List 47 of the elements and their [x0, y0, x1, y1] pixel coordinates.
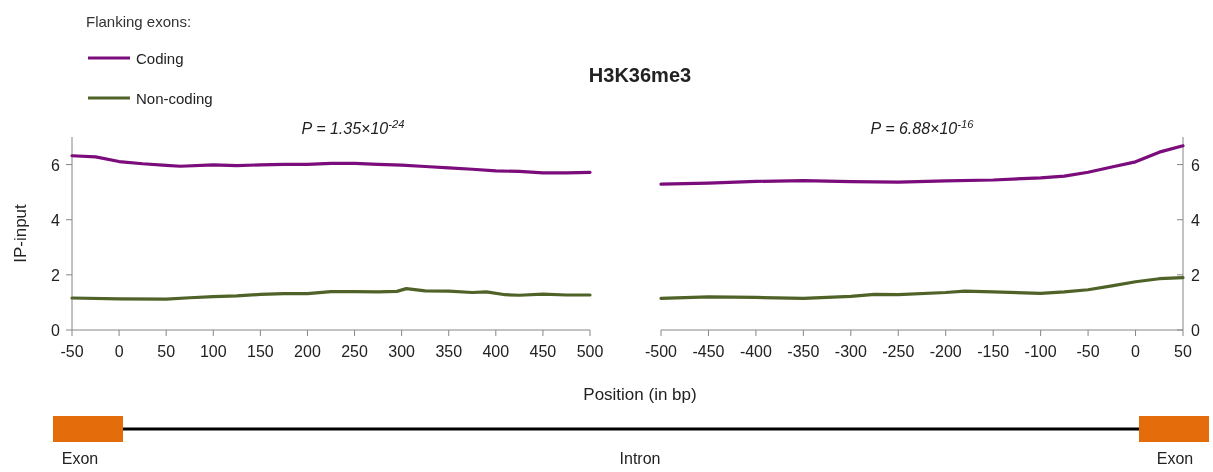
- y-tick-label: 4: [51, 211, 61, 229]
- legend-label: Non-coding: [136, 90, 213, 107]
- x-tick-label: 400: [482, 343, 510, 360]
- x-tick-label: 200: [294, 343, 321, 360]
- x-tick-label: 0: [1131, 343, 1141, 360]
- line-series: [70, 287, 592, 301]
- x-tick-label: 250: [341, 343, 368, 360]
- text: Intron: [619, 450, 661, 467]
- x-tick-label: 450: [529, 343, 557, 360]
- y-axis-title: IP-input: [11, 203, 30, 263]
- x-tick-label: 50: [1174, 343, 1192, 360]
- y-tick-label: 6: [51, 156, 61, 174]
- text: Exon: [61, 450, 99, 467]
- x-tick-label: 0: [114, 343, 124, 360]
- text: H3K36me3: [588, 64, 692, 86]
- y-tick-label: 2: [1191, 266, 1200, 284]
- annotation: P = 1.35×10$^{-24}$: [301, 118, 405, 137]
- line-series: [659, 144, 1185, 186]
- annotation: P = 6.88×10$^{-16}$: [870, 118, 975, 137]
- x-tick-label: 100: [199, 343, 227, 360]
- line-series: [659, 276, 1185, 300]
- y-tick-label: 0: [51, 322, 61, 339]
- y-tick-label: 6: [1191, 156, 1200, 174]
- line-series: [70, 154, 592, 175]
- x-axis-title: Position (in bp): [583, 385, 697, 404]
- legend-title: Flanking exons:: [86, 13, 192, 30]
- x-tick-label: -50: [1076, 343, 1100, 360]
- x-tick-label: -300: [834, 343, 867, 360]
- x-tick-label: 300: [388, 343, 416, 360]
- x-tick-label: -350: [787, 343, 820, 360]
- x-tick-label: -500: [644, 343, 678, 360]
- x-tick-label: 350: [435, 343, 463, 360]
- text: Exon: [1156, 450, 1194, 467]
- x-tick-label: 150: [247, 343, 274, 360]
- y-tick-label: 2: [51, 266, 61, 284]
- x-tick-label: -50: [60, 343, 84, 360]
- x-tick-label: -400: [739, 343, 773, 360]
- x-tick-label: 500: [576, 343, 604, 360]
- x-tick-label: 50: [157, 343, 176, 360]
- y-tick-label: 4: [1191, 211, 1200, 229]
- y-tick-label: 0: [1191, 322, 1200, 339]
- x-tick-label: -450: [692, 343, 725, 360]
- x-tick-label: -150: [977, 343, 1010, 360]
- x-tick-label: -100: [1024, 343, 1057, 360]
- x-tick-label: -250: [882, 343, 915, 360]
- legend-label: Coding: [136, 50, 184, 67]
- x-tick-label: -200: [929, 343, 962, 360]
